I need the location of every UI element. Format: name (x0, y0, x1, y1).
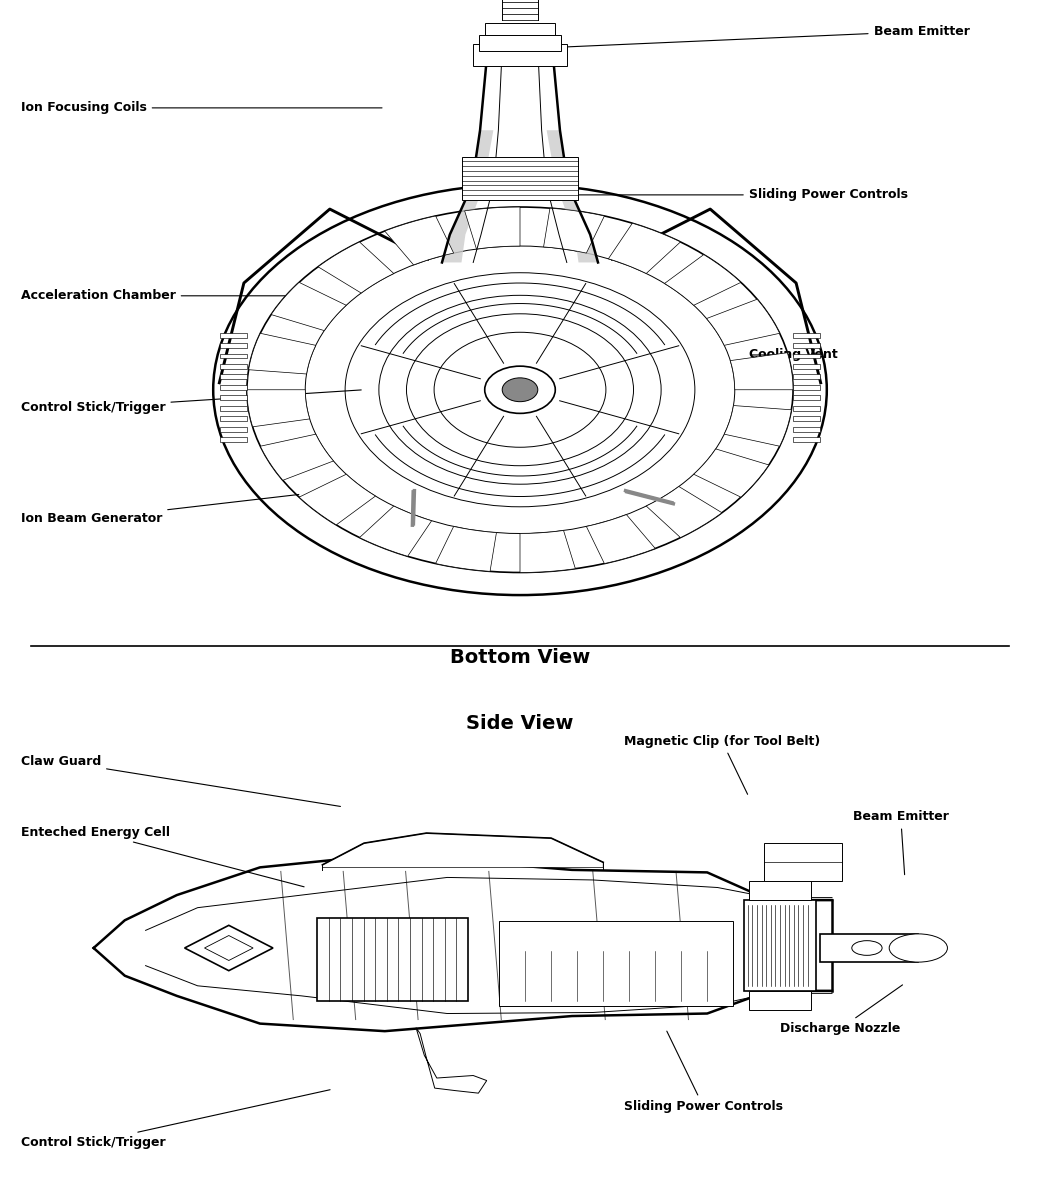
Bar (794, 354, 821, 359)
Bar (744, 900, 816, 991)
Polygon shape (416, 1027, 487, 1093)
Polygon shape (544, 208, 604, 253)
Bar (219, 374, 246, 379)
Text: Control Stick/Trigger: Control Stick/Trigger (21, 390, 361, 414)
Polygon shape (385, 216, 453, 265)
Bar (794, 406, 821, 410)
Bar (473, 44, 567, 66)
Polygon shape (694, 449, 769, 497)
Bar (479, 36, 561, 50)
Bar (794, 427, 821, 432)
Text: Claw Guard: Claw Guard (21, 755, 340, 806)
Bar (794, 385, 821, 390)
Text: Sliding Power Controls: Sliding Power Controls (624, 1031, 783, 1114)
Text: Sliding Power Controls: Sliding Power Controls (570, 188, 908, 202)
Polygon shape (520, 530, 575, 572)
Bar (499, 922, 733, 1006)
Text: Ion Focusing Coils: Ion Focusing Coils (21, 101, 382, 114)
Bar (764, 844, 842, 881)
Text: Ion Beam Generator: Ion Beam Generator (21, 494, 298, 526)
Bar (219, 406, 246, 410)
Bar (219, 332, 246, 337)
Polygon shape (322, 833, 603, 868)
Bar (794, 374, 821, 379)
Polygon shape (665, 254, 740, 305)
Circle shape (852, 941, 882, 955)
Circle shape (889, 934, 947, 962)
Bar (219, 395, 246, 401)
Bar (794, 416, 821, 421)
Polygon shape (271, 282, 346, 331)
Polygon shape (465, 208, 520, 250)
Bar (820, 934, 918, 962)
Polygon shape (730, 353, 794, 390)
Polygon shape (205, 936, 253, 960)
Bar (794, 343, 821, 348)
Bar (219, 364, 246, 368)
Text: Discharge Nozzle: Discharge Nozzle (780, 985, 903, 1036)
Polygon shape (360, 506, 432, 557)
Bar (219, 416, 246, 421)
Polygon shape (646, 486, 722, 538)
Bar (317, 918, 468, 1001)
Bar (794, 332, 821, 337)
Polygon shape (587, 515, 655, 564)
Bar (462, 157, 578, 200)
Text: Enteched Energy Cell: Enteched Energy Cell (21, 826, 304, 887)
Bar (485, 23, 555, 36)
Polygon shape (249, 334, 316, 374)
Polygon shape (436, 527, 496, 571)
Text: Control Stick/Trigger: Control Stick/Trigger (21, 1090, 330, 1148)
Bar (219, 385, 246, 390)
Bar (219, 427, 246, 432)
Bar (749, 881, 811, 900)
Text: Magnetic Clip (for Tool Belt): Magnetic Clip (for Tool Belt) (624, 734, 821, 794)
Bar (219, 354, 246, 359)
Circle shape (213, 185, 827, 595)
Polygon shape (608, 223, 680, 274)
Bar (749, 991, 811, 1010)
Bar (219, 343, 246, 348)
Text: Beam Emitter: Beam Emitter (853, 810, 948, 875)
Polygon shape (246, 390, 310, 427)
Text: Cooling Vent: Cooling Vent (749, 348, 837, 361)
Bar (794, 395, 821, 401)
Polygon shape (260, 434, 334, 480)
Text: Beam Emitter: Beam Emitter (528, 25, 969, 48)
Text: Acceleration Chamber: Acceleration Chamber (21, 289, 304, 302)
Text: Bottom View: Bottom View (450, 648, 590, 667)
Polygon shape (724, 406, 791, 446)
Bar (219, 437, 246, 442)
Polygon shape (185, 925, 272, 971)
Polygon shape (442, 131, 493, 263)
Circle shape (485, 366, 555, 413)
Bar (794, 437, 821, 442)
Text: Side View: Side View (466, 714, 574, 733)
Polygon shape (547, 131, 598, 263)
Polygon shape (706, 299, 780, 346)
Circle shape (502, 378, 538, 402)
Bar (794, 364, 821, 368)
Polygon shape (318, 242, 394, 293)
Polygon shape (300, 474, 375, 524)
